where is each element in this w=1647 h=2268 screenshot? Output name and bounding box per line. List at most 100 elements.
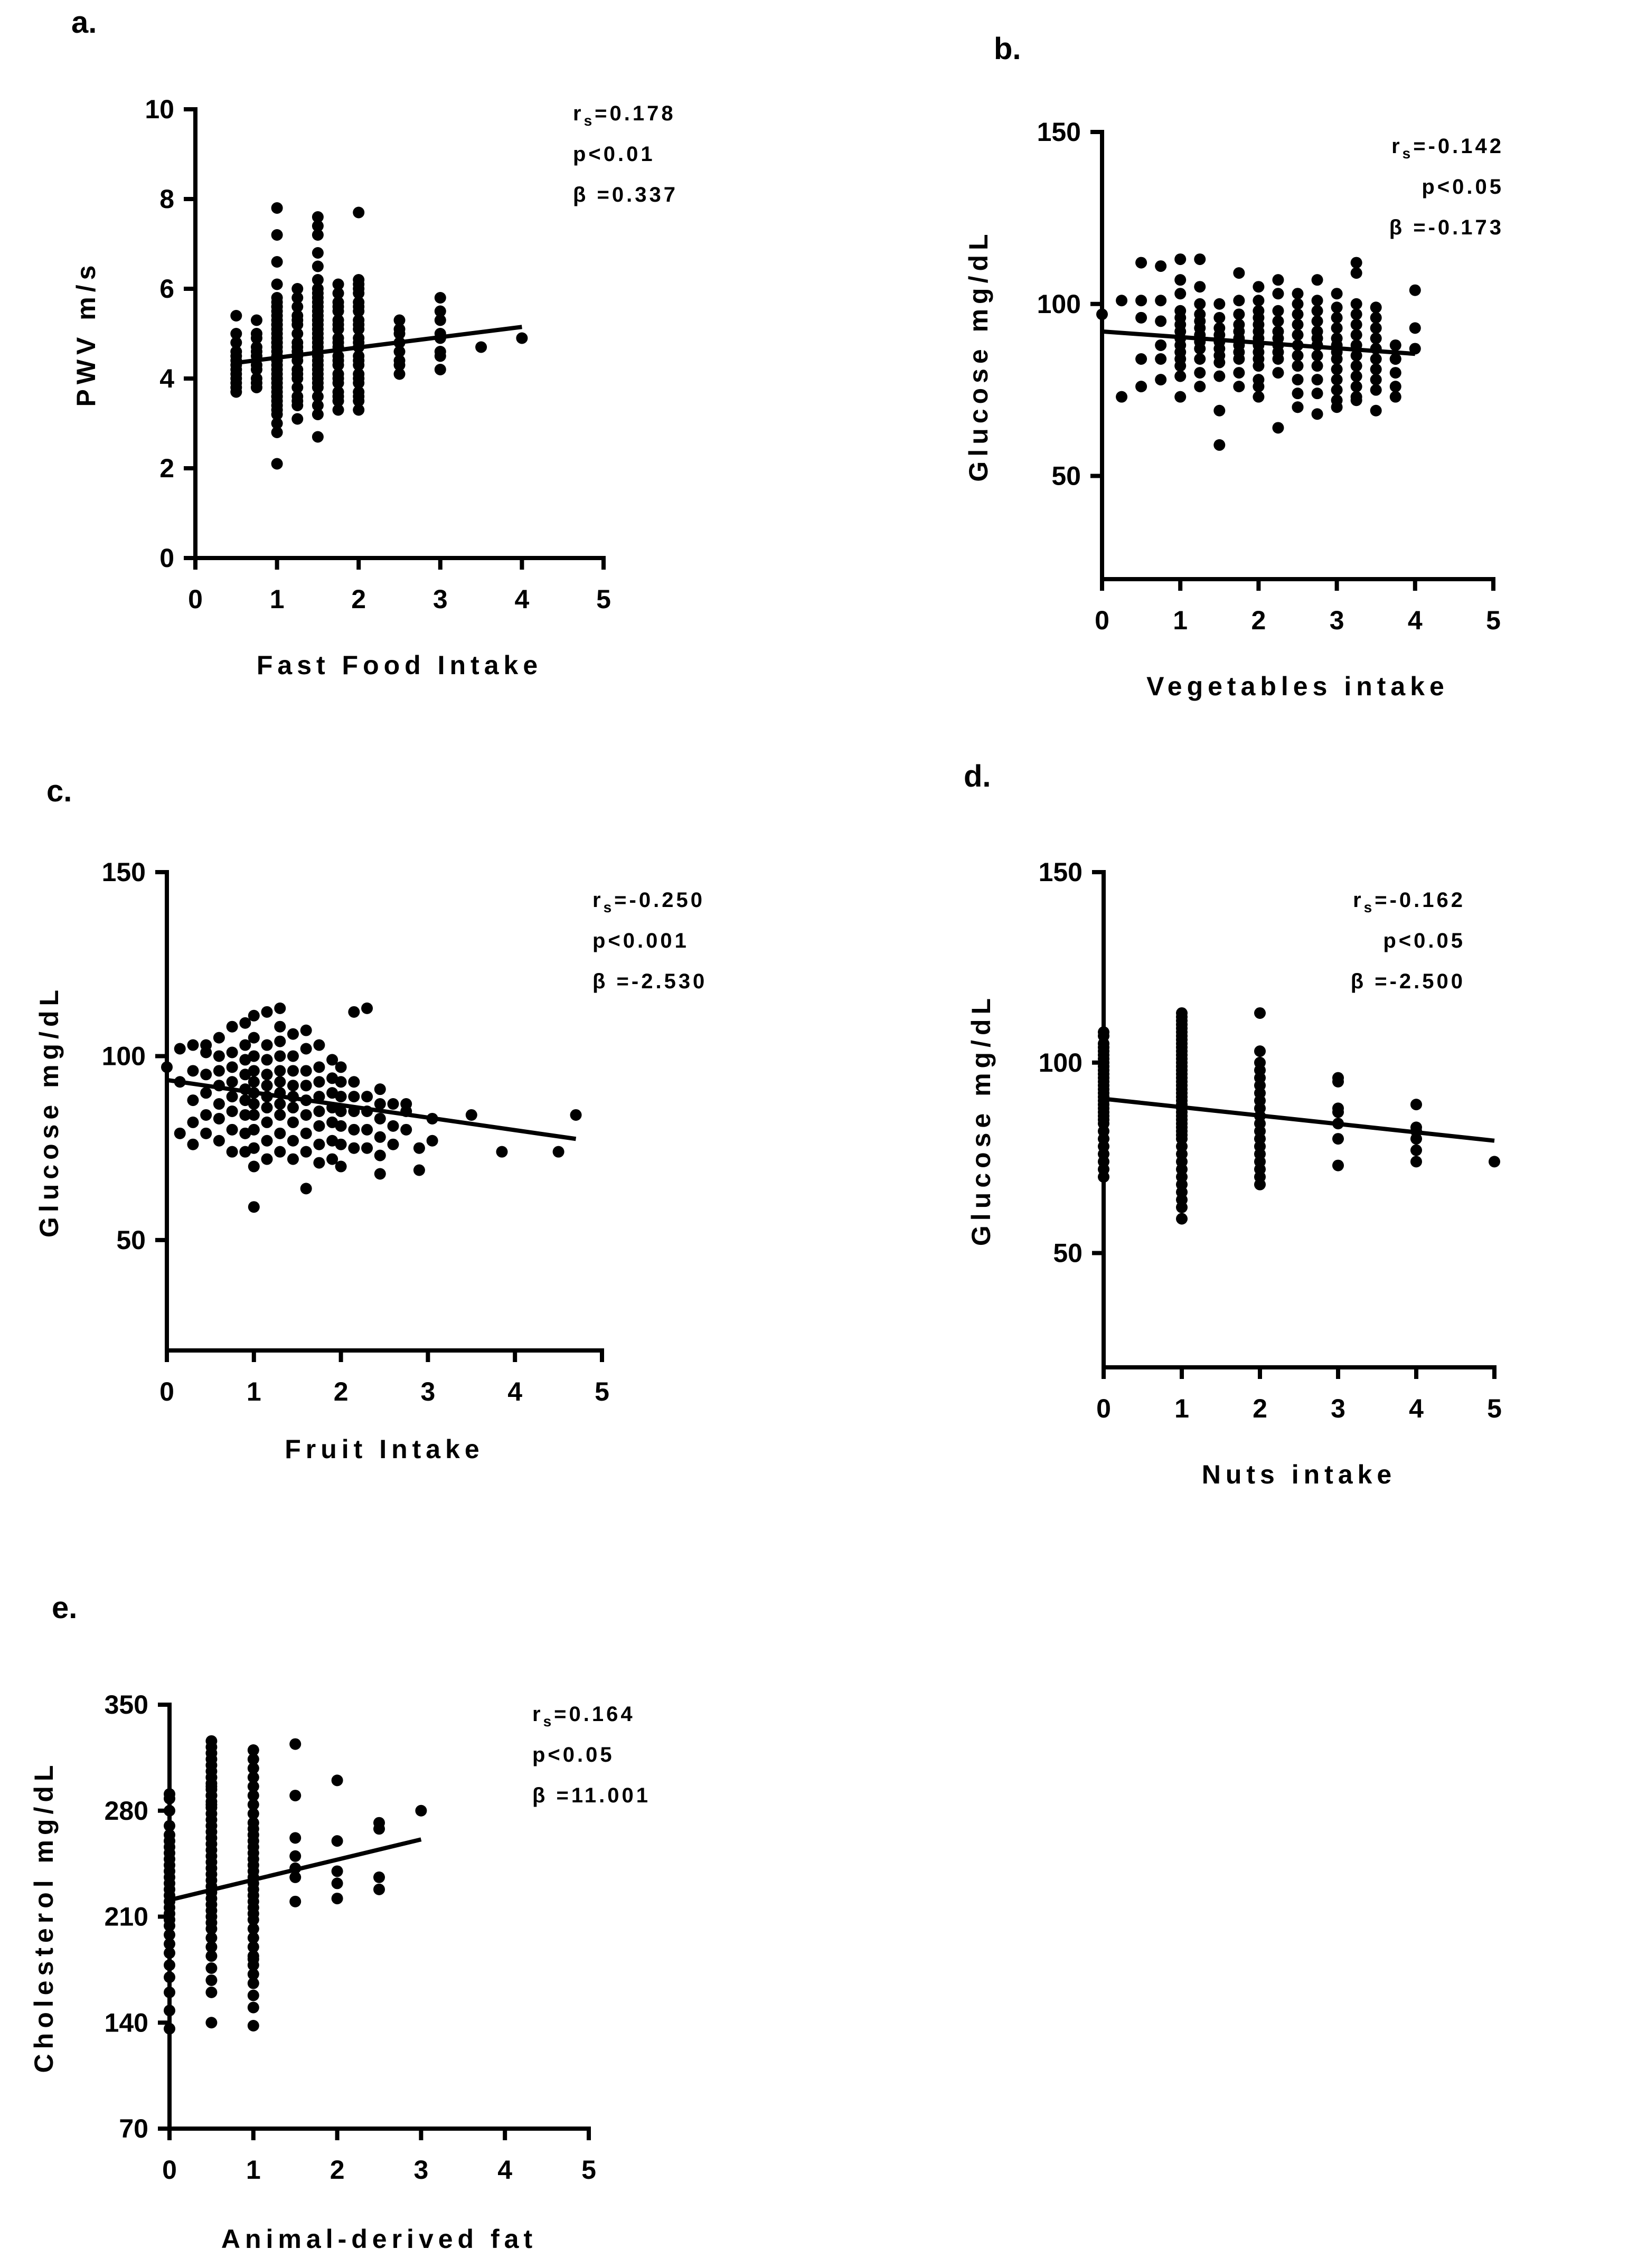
x-tick-label: 0	[188, 584, 203, 614]
data-point	[326, 1072, 338, 1084]
data-point	[247, 2019, 259, 2031]
stat-p-value: p<0.01	[573, 143, 655, 166]
data-point	[174, 1043, 186, 1055]
data-point	[187, 1065, 199, 1077]
data-point	[1311, 315, 1323, 327]
regression-line	[1103, 1097, 1495, 1143]
data-point	[348, 1142, 360, 1154]
data-point	[326, 1087, 338, 1099]
data-point	[291, 413, 304, 425]
stat-spearman-r: rs=0.164	[532, 1703, 635, 1730]
x-tick-label: 2	[1251, 606, 1266, 635]
data-point	[1174, 391, 1187, 403]
data-point	[271, 337, 283, 348]
x-axis-title: Nuts intake	[1202, 1460, 1397, 1489]
data-point	[164, 1959, 175, 1971]
data-point	[226, 1076, 238, 1088]
data-point	[353, 404, 365, 416]
data-point	[1332, 1072, 1344, 1084]
y-tick-label: 70	[119, 2114, 148, 2143]
data-point	[164, 1938, 175, 1950]
data-point	[300, 1146, 312, 1158]
data-point	[1254, 1007, 1266, 1019]
data-point	[335, 1138, 347, 1150]
data-point	[200, 1127, 212, 1139]
data-point	[1253, 295, 1265, 307]
data-point	[1213, 322, 1226, 334]
stat-beta: β =0.337	[573, 183, 678, 206]
data-point	[1096, 308, 1108, 320]
data-point	[274, 1146, 286, 1158]
data-point	[1311, 388, 1323, 400]
data-point	[1233, 318, 1245, 330]
data-point	[374, 1131, 386, 1143]
data-point	[261, 1102, 273, 1114]
data-point	[161, 1061, 173, 1073]
data-point	[361, 1142, 373, 1154]
data-point	[247, 1932, 259, 1944]
data-point	[348, 1123, 360, 1136]
y-tick-label: 150	[102, 857, 146, 887]
data-point	[1311, 374, 1323, 386]
data-point	[174, 1127, 186, 1139]
data-point	[313, 1039, 325, 1051]
data-point	[200, 1069, 212, 1081]
data-point	[1292, 308, 1304, 320]
panel-letter: a.	[71, 5, 97, 40]
data-point	[1194, 308, 1206, 320]
data-point	[1370, 332, 1382, 344]
data-point	[247, 1817, 259, 1829]
data-point	[247, 1780, 259, 1792]
data-point	[226, 1061, 238, 1073]
y-tick-label: 50	[1053, 1239, 1083, 1268]
data-point	[261, 1153, 273, 1165]
data-point	[274, 1098, 286, 1110]
data-point	[1331, 301, 1343, 314]
data-point	[1410, 1099, 1422, 1111]
data-point	[261, 1039, 273, 1051]
data-point	[271, 404, 283, 416]
data-point	[1331, 288, 1343, 300]
x-axis-title: Fruit Intake	[285, 1434, 484, 1464]
data-point	[348, 1076, 360, 1088]
x-tick-label: 0	[1095, 606, 1109, 635]
data-point	[1389, 339, 1401, 351]
x-tick-label: 2	[1253, 1394, 1267, 1423]
data-point	[1370, 404, 1382, 417]
data-point	[248, 1142, 260, 1154]
data-point	[332, 337, 344, 348]
data-point	[187, 1039, 199, 1051]
data-point	[291, 301, 304, 313]
data-point	[248, 1109, 260, 1121]
data-point	[274, 1002, 286, 1014]
data-point	[230, 346, 242, 357]
x-tick-label: 2	[330, 2155, 345, 2185]
data-point	[164, 1947, 175, 1959]
data-point	[226, 1046, 238, 1059]
data-point	[1254, 1056, 1266, 1069]
data-point	[1176, 1007, 1188, 1019]
stat-spearman-r: rs=0.178	[573, 102, 676, 129]
data-point	[1194, 253, 1206, 266]
data-point	[332, 373, 344, 384]
regression-line	[166, 1078, 577, 1141]
data-point	[271, 373, 283, 384]
data-point	[274, 1109, 286, 1121]
panel-letter: c.	[46, 774, 72, 808]
data-point	[250, 314, 262, 326]
data-point	[247, 1808, 259, 1820]
data-point	[335, 1160, 347, 1173]
data-point	[387, 1120, 399, 1132]
data-point	[552, 1146, 564, 1158]
data-point	[205, 1962, 218, 1974]
data-point	[1350, 318, 1362, 330]
data-point	[1213, 404, 1226, 417]
x-axis-title: Vegetables intake	[1146, 672, 1449, 701]
data-point	[331, 1774, 343, 1787]
data-point	[374, 1098, 386, 1110]
data-point	[230, 310, 242, 322]
data-point	[247, 1799, 259, 1811]
data-point	[287, 1153, 299, 1165]
data-point	[1233, 381, 1245, 393]
y-tick-label: 6	[159, 274, 174, 304]
